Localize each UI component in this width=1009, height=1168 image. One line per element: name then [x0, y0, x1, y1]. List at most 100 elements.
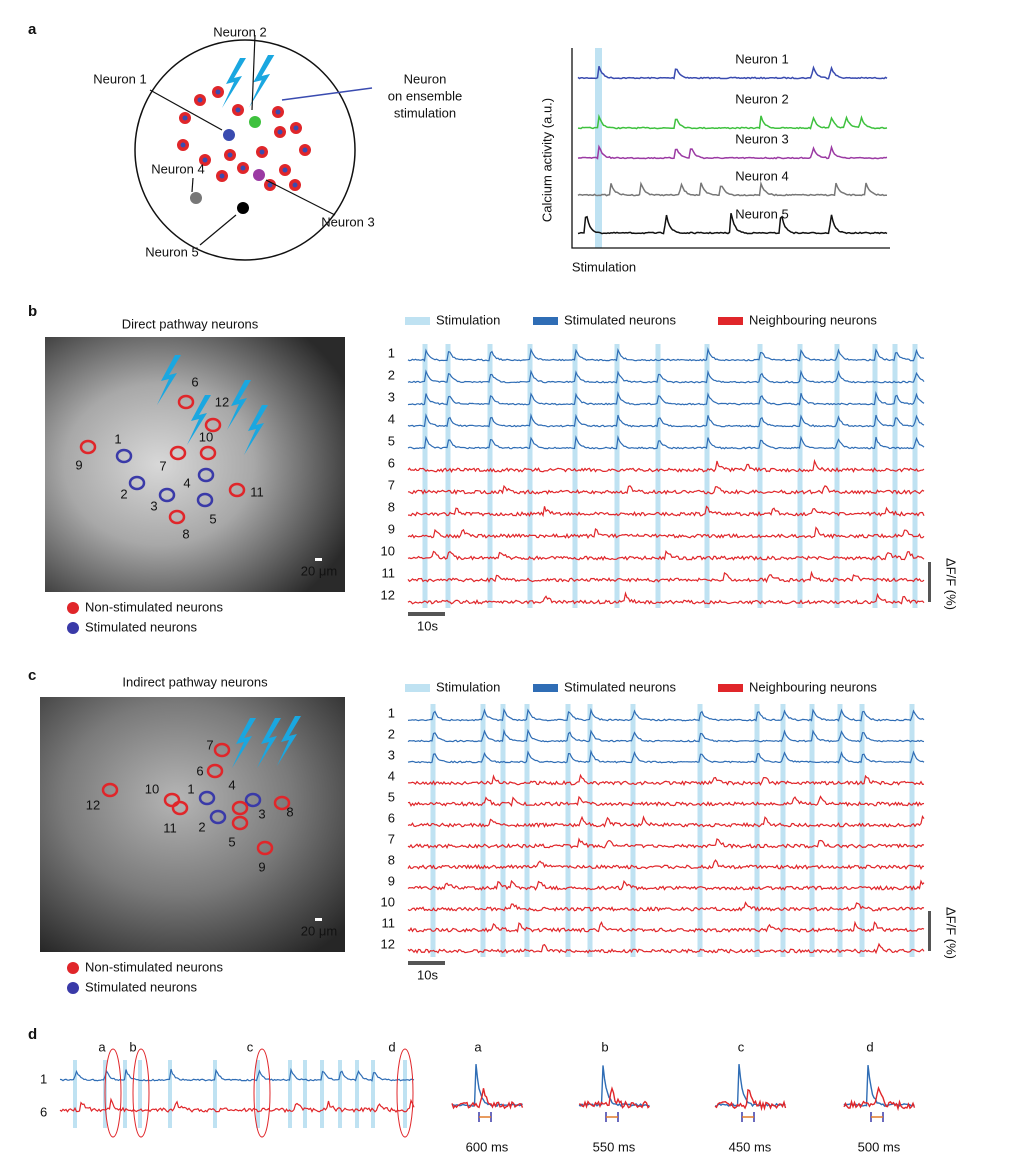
- roi: [209, 809, 227, 825]
- trace: [451, 1088, 524, 1110]
- label: ΔF/F (%): [944, 907, 959, 959]
- label: Neuron 4: [151, 161, 204, 176]
- stimulation-bar: [320, 1060, 324, 1128]
- label: 11: [382, 915, 396, 930]
- neuron-core: [302, 147, 308, 153]
- roi: [168, 509, 186, 525]
- trace: [407, 413, 925, 428]
- stimulation-bar: [630, 704, 636, 957]
- neuron-core: [197, 97, 203, 103]
- roi: [197, 467, 215, 483]
- label: 1: [40, 1071, 47, 1086]
- label: 3: [258, 806, 265, 821]
- neuron-core: [180, 142, 186, 148]
- stimulation-bar: [303, 1060, 307, 1128]
- arrow: [199, 214, 237, 246]
- trace: [407, 707, 925, 722]
- label: 1: [187, 781, 194, 796]
- neuron-core: [277, 129, 283, 135]
- label: Neuron 2: [213, 24, 266, 39]
- label: a: [474, 1039, 482, 1054]
- trace: [577, 180, 888, 197]
- legend-swatch: [533, 684, 558, 692]
- label: ΔF/F (%): [944, 558, 959, 610]
- label: Neuron 4: [735, 168, 788, 183]
- legend-swatch: [533, 317, 558, 325]
- stimulation-bar: [859, 704, 865, 957]
- stimulation-bar: [480, 704, 486, 957]
- label: Stimulation: [436, 312, 500, 327]
- label: 1: [114, 431, 121, 446]
- stimulation-bar: [697, 704, 703, 957]
- legend-dot: [67, 602, 79, 614]
- label: c: [738, 1039, 745, 1054]
- df-bar: [928, 562, 931, 602]
- roi: [273, 795, 291, 811]
- trace: [407, 879, 925, 891]
- label: on ensemble: [388, 88, 462, 103]
- trace: [407, 773, 925, 787]
- axes: [571, 48, 890, 249]
- micrograph: [45, 337, 345, 592]
- label: 2: [198, 819, 205, 834]
- label: 550 ms: [593, 1139, 636, 1154]
- stimulation-bar: [371, 1060, 375, 1128]
- stimulation-bar: [614, 344, 620, 608]
- label: 3: [388, 389, 395, 404]
- neuron-core: [219, 173, 225, 179]
- neuron-core: [227, 152, 233, 158]
- neuron-4: [190, 192, 202, 204]
- roi: [213, 742, 231, 758]
- legend-dot: [67, 962, 79, 974]
- neuron-core: [267, 182, 273, 188]
- stimulation-bar: [500, 704, 506, 957]
- roi: [158, 487, 176, 503]
- roi: [101, 782, 119, 798]
- label: 8: [182, 526, 189, 541]
- stimulation-bar: [892, 344, 898, 608]
- roi: [169, 445, 187, 461]
- arrow: [191, 177, 194, 193]
- stimulation-bar: [834, 344, 840, 608]
- label: Neuron 1: [93, 71, 146, 86]
- label: b: [601, 1039, 608, 1054]
- label: 12: [215, 394, 229, 409]
- label: 4: [228, 777, 235, 792]
- label: 20 μm: [301, 563, 337, 578]
- label: 9: [388, 521, 395, 536]
- arrow: [265, 179, 336, 216]
- neuron-2: [249, 116, 261, 128]
- label: 6: [196, 763, 203, 778]
- trace: [407, 369, 925, 384]
- label: d: [28, 1026, 37, 1043]
- label: 10: [199, 429, 213, 444]
- label: 4: [388, 768, 395, 783]
- label: Calcium activity (a.u.): [539, 98, 554, 222]
- neuron-core: [293, 125, 299, 131]
- trace: [407, 484, 925, 496]
- label: Stimulated neurons: [85, 979, 198, 994]
- roi: [171, 800, 189, 816]
- time-bar: [408, 961, 445, 965]
- neuron-core: [240, 165, 246, 171]
- label: Neuron 1: [735, 51, 788, 66]
- label: 4: [183, 475, 190, 490]
- arrow: [149, 89, 223, 131]
- label: d: [866, 1039, 873, 1054]
- roi: [128, 475, 146, 491]
- label: 8: [388, 499, 395, 514]
- stimulation-bar: [565, 704, 571, 957]
- label: Direct pathway neurons: [122, 316, 259, 331]
- neuron-core: [202, 157, 208, 163]
- label: 20 μm: [301, 923, 337, 938]
- legend-dot: [67, 622, 79, 634]
- legend-swatch: [405, 317, 430, 325]
- legend-dot: [67, 982, 79, 994]
- roi: [163, 792, 181, 808]
- neuron-core: [292, 182, 298, 188]
- scale-bar: [315, 918, 322, 921]
- stimulation-bar: [527, 344, 533, 608]
- label: 10: [145, 781, 159, 796]
- neuron-1: [223, 129, 235, 141]
- trace: [408, 505, 925, 518]
